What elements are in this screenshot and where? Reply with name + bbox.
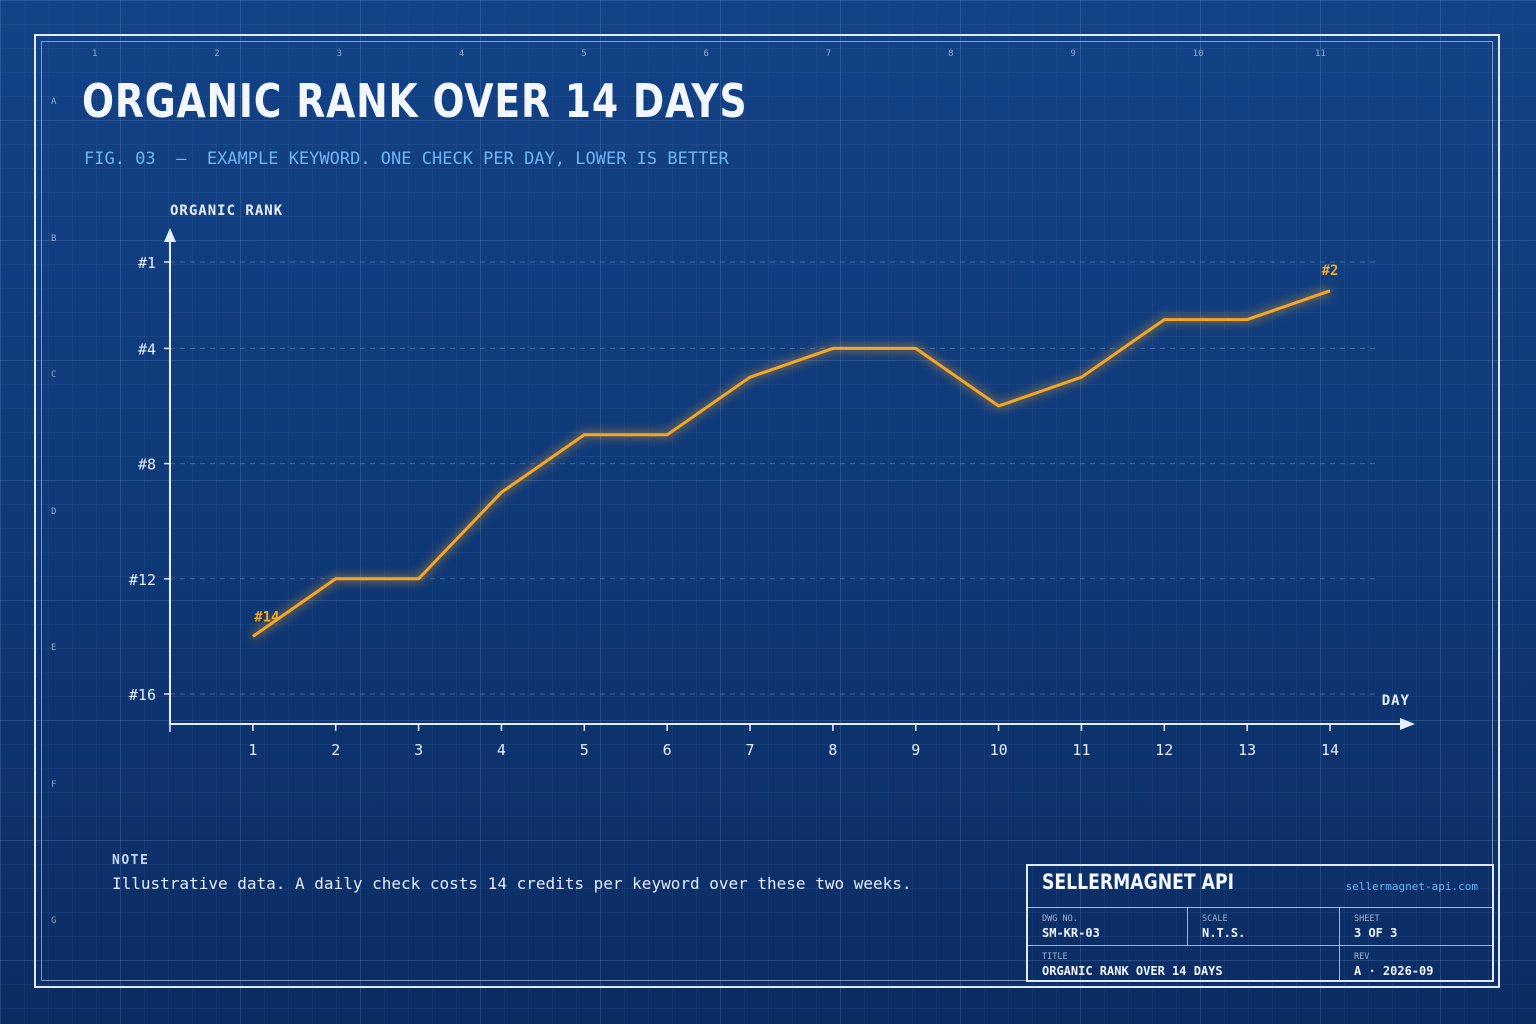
- rank-data-point: [914, 346, 918, 350]
- rank-data-point: [997, 404, 1001, 408]
- x-tick-label: 5: [580, 741, 589, 759]
- y-axis-arrow-icon: [164, 228, 176, 242]
- title-label: TITLE: [1042, 952, 1068, 962]
- rank-series-line: [252, 289, 1331, 638]
- page-title: ORGANIC RANK OVER 14 DAYS: [82, 74, 748, 128]
- sheet-inner-border: [41, 41, 1493, 981]
- title-block-divider: [1339, 907, 1340, 982]
- rank-data-point: [334, 577, 338, 581]
- x-tick-label: 12: [1155, 741, 1173, 759]
- figure-subtitle: FIG. 03 — EXAMPLE KEYWORD. ONE CHECK PER…: [84, 149, 729, 169]
- ruler-column-label: 10: [1192, 49, 1204, 59]
- endpoint-annotation: #14: [254, 609, 279, 625]
- ruler-column-label: 9: [1070, 49, 1076, 59]
- x-tick-label: 4: [497, 741, 506, 759]
- x-tick-label: 8: [828, 741, 837, 759]
- x-axis-arrow-icon: [1400, 718, 1415, 730]
- rank-data-point: [1079, 375, 1083, 379]
- rank-data-point: [417, 577, 421, 581]
- note-text: Illustrative data. A daily check costs 1…: [112, 874, 912, 893]
- y-axis-title: ORGANIC RANK: [170, 203, 283, 219]
- sheet-value: 3 OF 3: [1354, 926, 1398, 940]
- ruler-row-label: B: [51, 233, 57, 244]
- ruler-row-label: D: [51, 506, 57, 517]
- scale-value: N.T.S.: [1202, 926, 1246, 940]
- rank-data-point: [1162, 318, 1166, 322]
- ruler-column-label: 3: [336, 49, 343, 59]
- rank-data-point: [1328, 289, 1332, 293]
- x-tick-label: 2: [331, 741, 340, 759]
- x-tick-label: 11: [1072, 741, 1090, 759]
- endpoint-annotation: #2: [1322, 263, 1339, 279]
- rank-data-point: [748, 375, 752, 379]
- title-value: ORGANIC RANK OVER 14 DAYS: [1042, 964, 1223, 978]
- rank-data-point: [665, 433, 669, 437]
- sheet-label: SHEET: [1354, 914, 1380, 924]
- ruler-column-label: 1: [92, 49, 98, 59]
- ruler-column-label: 5: [581, 49, 587, 59]
- x-tick-label: 13: [1238, 741, 1256, 759]
- y-tick-label: #4: [138, 340, 156, 358]
- x-tick-label: 1: [248, 741, 257, 759]
- title-block-divider: [1028, 945, 1492, 946]
- ruler-row-label: A: [51, 97, 57, 107]
- ruler-column-label: 6: [703, 49, 709, 59]
- ruler-row-label: F: [51, 779, 57, 790]
- ruler-column-label: 8: [948, 49, 954, 59]
- y-tick-label: #8: [138, 456, 156, 474]
- x-tick-label: 9: [911, 741, 920, 759]
- dwg-no-value: SM-KR-03: [1042, 926, 1100, 940]
- rank-data-point: [251, 634, 255, 638]
- note-heading: NOTE: [112, 853, 150, 868]
- brand-url[interactable]: sellermagnet-api.com: [1345, 880, 1478, 893]
- ruler-row-label: G: [51, 916, 57, 926]
- ruler-row-label: C: [51, 370, 57, 380]
- sheet-border: [34, 34, 1500, 988]
- title-block-divider: [1028, 907, 1492, 908]
- ruler-column-label: 11: [1315, 49, 1326, 59]
- title-block: SELLERMAGNET API sellermagnet-api.com DW…: [1026, 864, 1494, 982]
- x-tick-label: 14: [1321, 741, 1339, 759]
- rank-data-point: [831, 346, 835, 350]
- x-tick-label: 7: [746, 741, 755, 759]
- brand-name: SELLERMAGNET API: [1042, 870, 1235, 894]
- ruler-column-label: 7: [825, 49, 832, 59]
- y-tick-label: #1: [138, 254, 156, 272]
- x-tick-label: 3: [414, 741, 423, 759]
- y-tick-label: #12: [129, 571, 156, 589]
- title-block-divider: [1187, 907, 1188, 945]
- y-tick-label: #16: [129, 686, 156, 704]
- rank-data-point: [1245, 318, 1249, 322]
- rev-label: REV: [1354, 952, 1370, 962]
- rank-data-point: [499, 490, 503, 494]
- x-tick-label: 6: [663, 741, 672, 759]
- rank-data-point: [582, 433, 586, 437]
- dwg-no-label: DWG NO.: [1042, 914, 1078, 924]
- ruler-column-label: 2: [214, 49, 220, 59]
- rev-value: A · 2026-09: [1354, 964, 1434, 978]
- ruler-column-label: 4: [458, 49, 465, 59]
- x-tick-label: 10: [990, 741, 1008, 759]
- ruler-row-label: E: [51, 643, 57, 653]
- scale-label: SCALE: [1202, 914, 1228, 924]
- x-axis-title: DAY: [1382, 693, 1410, 709]
